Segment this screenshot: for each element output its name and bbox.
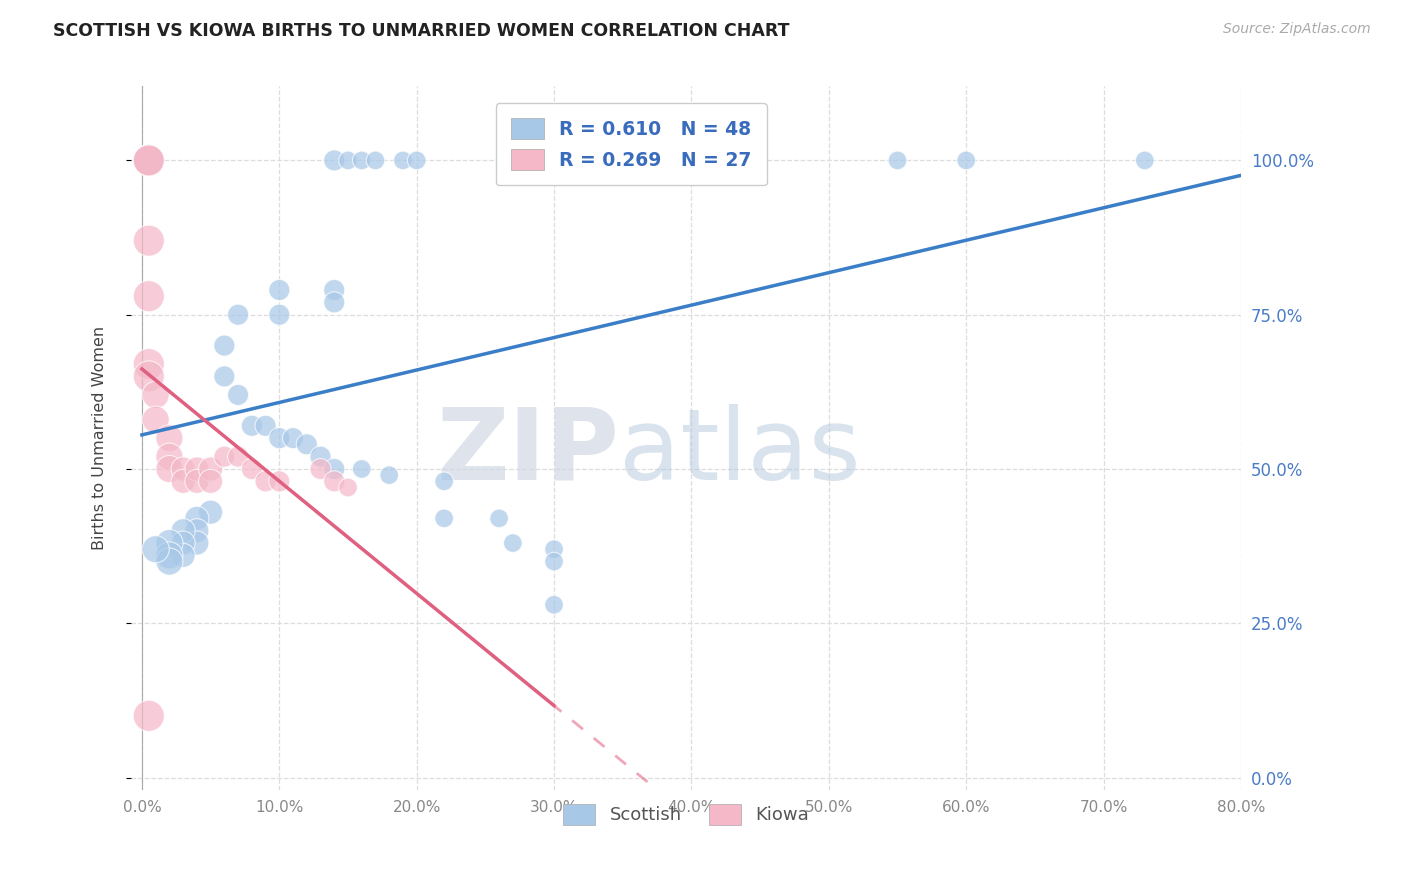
Point (364, 153, 387, 168)
Point (200, 505, 222, 519)
Point (543, 555, 565, 569)
Point (214, 369, 236, 384)
Point (214, 450, 236, 464)
Y-axis label: Births to Unmarried Women: Births to Unmarried Women (93, 326, 107, 550)
Point (955, 153, 977, 168)
Point (138, 234, 160, 248)
Point (254, 418, 277, 433)
Point (269, 308, 291, 322)
Point (157, 450, 180, 464)
Point (186, 536, 208, 550)
Point (309, 462, 332, 476)
Point (323, 153, 346, 168)
Point (145, 542, 167, 557)
Text: atlas: atlas (620, 404, 860, 500)
Point (350, 153, 373, 168)
Point (138, 153, 160, 168)
Point (157, 462, 180, 476)
Point (269, 475, 291, 489)
Point (269, 431, 291, 445)
Point (186, 462, 208, 476)
Point (309, 450, 332, 464)
Point (157, 536, 180, 550)
Point (337, 153, 360, 168)
Point (200, 462, 222, 476)
Point (186, 524, 208, 538)
Point (226, 450, 249, 464)
Point (281, 431, 304, 445)
Point (138, 357, 160, 371)
Point (157, 555, 180, 569)
Point (226, 308, 249, 322)
Point (186, 475, 208, 489)
Point (226, 388, 249, 402)
Point (172, 462, 194, 476)
Point (200, 475, 222, 489)
Point (172, 475, 194, 489)
Point (254, 475, 277, 489)
Point (488, 511, 510, 525)
Point (186, 511, 208, 525)
Point (350, 462, 373, 476)
Point (405, 153, 427, 168)
Point (138, 153, 160, 168)
Point (269, 283, 291, 297)
Point (138, 153, 160, 168)
Point (735, 153, 758, 168)
Point (240, 418, 263, 433)
Point (138, 709, 160, 723)
Point (392, 153, 415, 168)
Legend: Scottish, Kiowa: Scottish, Kiowa (554, 795, 818, 834)
Text: ZIP: ZIP (436, 404, 620, 500)
Point (138, 153, 160, 168)
Point (138, 369, 160, 384)
Point (172, 549, 194, 563)
Point (172, 524, 194, 538)
Text: SCOTTISH VS KIOWA BIRTHS TO UNMARRIED WOMEN CORRELATION CHART: SCOTTISH VS KIOWA BIRTHS TO UNMARRIED WO… (53, 22, 790, 40)
Point (433, 511, 456, 525)
Point (157, 431, 180, 445)
Point (323, 295, 346, 310)
Point (240, 462, 263, 476)
Text: Source: ZipAtlas.com: Source: ZipAtlas.com (1223, 22, 1371, 37)
Point (886, 153, 908, 168)
Point (138, 153, 160, 168)
Point (502, 536, 524, 550)
Point (295, 437, 318, 451)
Point (138, 289, 160, 303)
Point (214, 338, 236, 352)
Point (145, 412, 167, 426)
Point (433, 475, 456, 489)
Point (543, 598, 565, 612)
Point (138, 153, 160, 168)
Point (337, 481, 360, 495)
Point (157, 549, 180, 563)
Point (543, 542, 565, 557)
Point (323, 462, 346, 476)
Point (378, 468, 401, 483)
Point (323, 475, 346, 489)
Point (145, 388, 167, 402)
Point (172, 536, 194, 550)
Point (323, 283, 346, 297)
Point (1133, 153, 1156, 168)
